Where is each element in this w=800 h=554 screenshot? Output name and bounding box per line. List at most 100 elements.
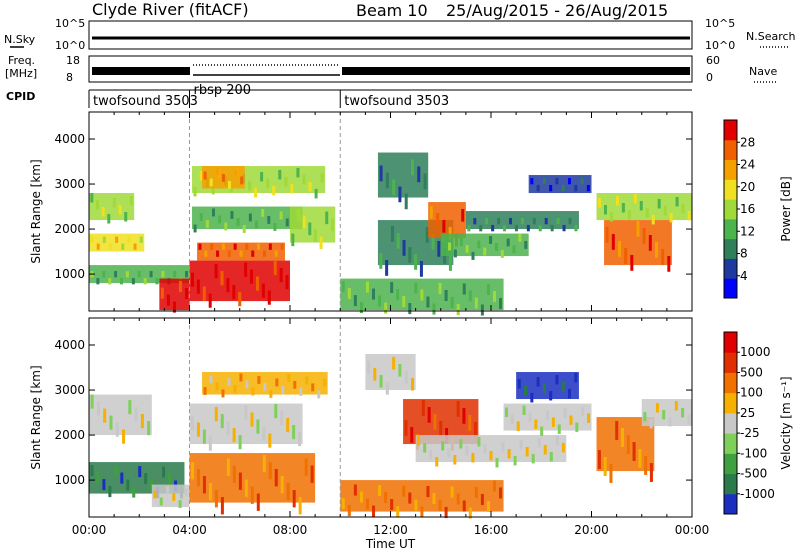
data-speckle	[448, 255, 452, 271]
freq-tick-top: 18	[66, 54, 80, 67]
nsearch-tick-bottom: 10^0	[705, 39, 735, 52]
data-speckle	[205, 220, 209, 228]
data-speckle	[120, 472, 124, 484]
data-speckle	[251, 387, 255, 396]
data-speckle	[256, 419, 260, 434]
data-speckle	[530, 178, 534, 185]
data-speckle	[410, 159, 414, 176]
data-speckle	[441, 441, 445, 451]
data-speckle	[308, 181, 312, 192]
data-speckle	[365, 498, 369, 510]
data-speckle	[262, 250, 266, 257]
data-speckle	[649, 419, 653, 429]
data-speckle	[426, 296, 430, 308]
colorbar-swatch	[724, 473, 737, 495]
data-speckle	[144, 473, 148, 485]
data-speckle	[353, 295, 357, 307]
colorbar-swatch	[724, 179, 737, 200]
data-speckle	[226, 458, 230, 476]
data-speckle	[408, 247, 412, 263]
data-speckle	[296, 208, 300, 222]
data-speckle	[120, 278, 124, 285]
colorbar-swatch	[724, 218, 737, 240]
data-speckle	[286, 483, 290, 501]
data-speckle	[414, 254, 418, 270]
data-speckle	[202, 476, 206, 494]
data-speckle	[232, 285, 236, 300]
data-speckle	[372, 288, 376, 300]
data-speckle	[561, 442, 565, 453]
data-speckle	[536, 377, 540, 387]
colorbar-label: Power [dB]	[779, 176, 793, 241]
data-speckle	[385, 260, 389, 276]
colorbar-tick-label: 12	[740, 224, 755, 238]
colorbar-swatch	[724, 258, 737, 279]
data-speckle	[410, 377, 414, 391]
data-speckle	[250, 412, 254, 427]
data-speckle	[453, 455, 457, 465]
colorbar-swatch	[724, 372, 737, 394]
data-speckle	[477, 437, 481, 447]
data-speckle	[649, 463, 653, 482]
data-speckle	[396, 506, 400, 518]
data-speckle	[555, 374, 559, 385]
data-speckle	[242, 225, 246, 233]
x-tick-label: 04:00	[172, 523, 207, 537]
data-speckle	[569, 415, 573, 425]
data-speckle	[402, 485, 406, 497]
data-speckle	[310, 465, 314, 483]
data-speckle	[485, 218, 489, 225]
data-speckle	[636, 221, 640, 237]
data-speckle	[149, 271, 153, 278]
nave-tick-top: 60	[706, 54, 720, 67]
data-speckle	[160, 287, 164, 299]
data-speckle	[267, 290, 271, 305]
data-speckle	[544, 217, 548, 225]
data-speckle	[501, 441, 505, 452]
data-speckle	[645, 207, 649, 218]
data-speckle	[172, 493, 176, 501]
data-speckle	[456, 304, 460, 316]
data-speckle	[124, 212, 128, 222]
data-speckle	[556, 217, 560, 225]
data-speckle	[323, 378, 327, 387]
data-speckle	[208, 293, 212, 308]
cpid-label: CPID	[6, 90, 35, 103]
data-speckle	[261, 208, 265, 217]
data-speckle	[209, 178, 213, 187]
data-speckle	[216, 250, 220, 257]
data-speckle	[138, 466, 142, 478]
data-speckle	[90, 193, 94, 203]
data-speckle	[220, 497, 224, 515]
data-speckle	[125, 271, 129, 278]
data-speckle	[404, 193, 408, 210]
data-speckle	[102, 479, 106, 491]
data-speckle	[203, 387, 207, 395]
data-speckle	[486, 500, 490, 513]
data-speckle	[550, 224, 554, 232]
data-speckle	[499, 297, 503, 310]
data-speckle	[341, 281, 345, 293]
data-speckle	[178, 500, 182, 508]
data-speckle	[320, 172, 324, 183]
data-speckle	[239, 373, 243, 382]
data-speckle	[244, 262, 248, 277]
data-speckle	[390, 499, 394, 511]
data-speckle	[531, 453, 535, 464]
data-speckle	[184, 288, 188, 300]
data-speckle	[471, 252, 475, 260]
data-speckle	[128, 400, 132, 415]
data-speckle	[621, 203, 625, 213]
data-speckle	[462, 407, 466, 424]
data-speckle	[468, 414, 472, 431]
data-speckle	[627, 210, 631, 220]
data-speckle	[234, 169, 238, 178]
data-speckle	[492, 480, 496, 492]
data-speckle	[562, 224, 566, 232]
data-speckle	[542, 384, 546, 394]
data-speckle	[196, 422, 200, 437]
data-speckle	[632, 442, 636, 461]
nsearch-label: N.Search	[746, 30, 796, 43]
y-tick-label: 4000	[54, 132, 85, 146]
data-speckle	[137, 271, 141, 278]
